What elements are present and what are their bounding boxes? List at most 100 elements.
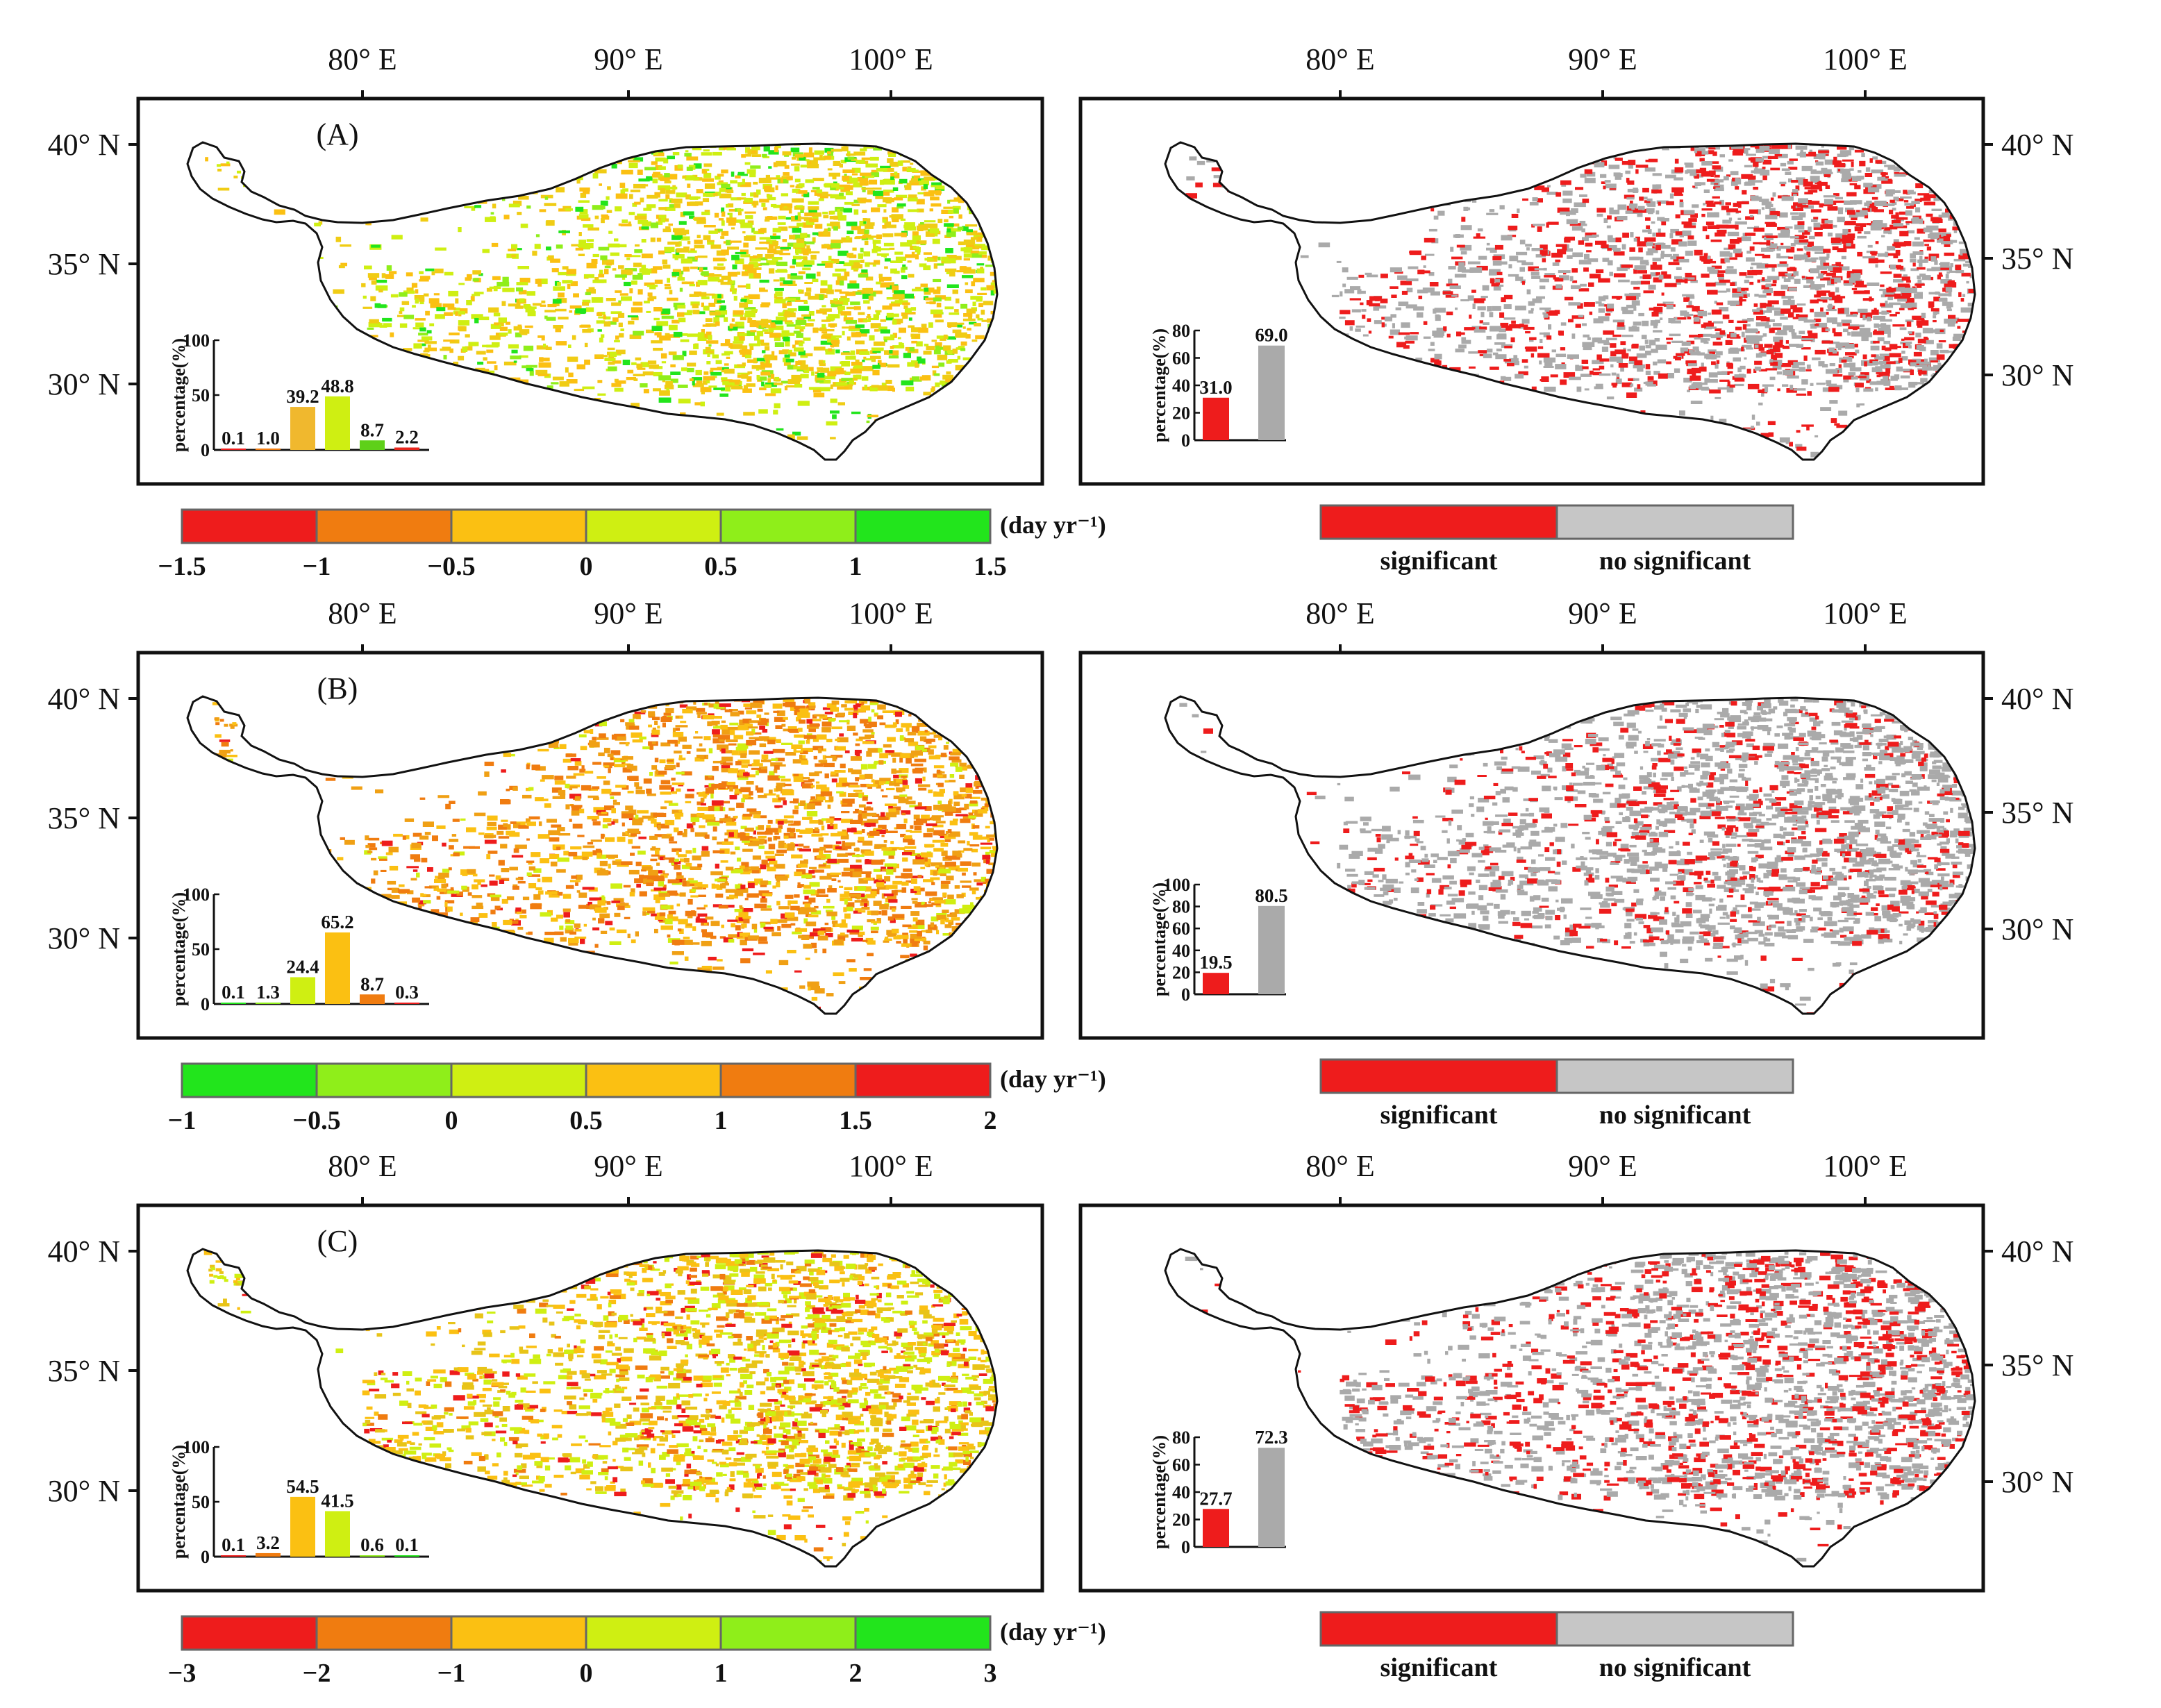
map-pixel bbox=[961, 174, 969, 177]
map-pixel bbox=[1891, 215, 1897, 219]
map-pixel bbox=[1946, 308, 1952, 312]
map-pixel bbox=[686, 167, 693, 171]
map-pixel bbox=[1557, 207, 1570, 213]
map-pixel bbox=[1788, 178, 1792, 183]
map-pixel bbox=[970, 174, 981, 179]
map-pixel bbox=[799, 156, 806, 161]
map-pixel bbox=[1764, 287, 1773, 294]
map-pixel bbox=[356, 210, 361, 213]
map-pixel bbox=[1661, 271, 1667, 277]
map-pixel bbox=[1910, 253, 1916, 259]
map-pixel bbox=[1492, 435, 1504, 439]
map-pixel bbox=[576, 178, 581, 184]
map-pixel bbox=[1760, 169, 1770, 176]
map-pixel bbox=[1482, 285, 1490, 291]
map-pixel bbox=[1910, 258, 1917, 262]
map-pixel bbox=[707, 335, 712, 340]
map-pixel bbox=[883, 209, 887, 213]
map-pixel bbox=[830, 437, 836, 439]
map-pixel bbox=[737, 171, 745, 175]
map-pixel bbox=[520, 329, 528, 335]
map-pixel bbox=[915, 335, 919, 339]
map-pixel bbox=[1869, 158, 1873, 163]
map-pixel bbox=[1592, 360, 1604, 365]
map-pixel bbox=[421, 387, 432, 393]
map-pixel bbox=[1838, 410, 1848, 416]
map-pixel bbox=[937, 219, 943, 224]
map-pixel bbox=[1474, 298, 1486, 301]
map-pixel bbox=[946, 371, 951, 375]
map-pixel bbox=[1880, 294, 1887, 298]
map-pixel bbox=[846, 235, 850, 240]
map-pixel bbox=[904, 312, 916, 315]
map-pixel bbox=[1754, 294, 1759, 297]
map-pixel bbox=[1801, 424, 1814, 427]
map-pixel bbox=[928, 223, 938, 228]
map-pixel bbox=[1855, 376, 1867, 378]
map-pixel bbox=[1430, 291, 1440, 296]
map-pixel bbox=[499, 332, 508, 336]
map-pixel bbox=[903, 353, 911, 358]
map-pixel bbox=[871, 249, 878, 253]
map-pixel bbox=[1477, 228, 1483, 232]
map-pixel bbox=[1893, 239, 1899, 244]
map-pixel bbox=[693, 344, 699, 349]
map-pixel bbox=[1912, 241, 1924, 246]
map-pixel bbox=[1905, 297, 1914, 303]
map-pixel bbox=[401, 358, 411, 360]
map-pixel bbox=[1954, 156, 1960, 159]
map-pixel bbox=[633, 183, 646, 189]
map-pixel bbox=[890, 260, 903, 263]
map-pixel bbox=[1496, 271, 1503, 276]
map-pixel bbox=[1403, 345, 1410, 349]
map-pixel bbox=[391, 371, 399, 374]
map-pixel bbox=[1532, 298, 1542, 303]
map-pixel bbox=[711, 294, 722, 299]
map-pixel bbox=[717, 294, 721, 299]
map-pixel bbox=[1885, 368, 1891, 374]
map-pixel bbox=[689, 177, 699, 181]
map-pixel bbox=[1873, 330, 1885, 335]
map-pixel bbox=[1950, 391, 1956, 396]
map-pixel bbox=[949, 199, 960, 202]
map-pixel bbox=[1739, 294, 1748, 299]
map-pixel bbox=[1894, 374, 1900, 380]
map-pixel bbox=[801, 217, 808, 219]
map-pixel bbox=[1908, 331, 1912, 334]
map-pixel bbox=[1524, 365, 1528, 369]
map-pixel bbox=[833, 258, 840, 264]
map-pixel bbox=[233, 175, 238, 178]
map-pixel bbox=[952, 290, 958, 294]
map-pixel bbox=[653, 152, 665, 157]
map-pixel bbox=[710, 244, 721, 249]
map-pixel bbox=[367, 335, 378, 337]
map-pixel bbox=[797, 401, 810, 406]
map-pixel bbox=[1795, 145, 1808, 150]
map-pixel bbox=[869, 335, 875, 341]
map-pixel bbox=[1446, 333, 1451, 337]
map-pixel bbox=[1690, 401, 1703, 404]
map-pixel bbox=[277, 184, 282, 187]
map-pixel bbox=[981, 287, 987, 291]
map-pixel bbox=[1617, 147, 1630, 151]
map-pixel bbox=[1801, 165, 1813, 171]
map-pixel bbox=[524, 306, 537, 309]
map-pixel bbox=[776, 428, 784, 431]
map-pixel bbox=[828, 348, 833, 352]
map-pixel bbox=[1799, 330, 1805, 335]
map-pixel bbox=[1443, 326, 1447, 332]
map-pixel bbox=[944, 442, 949, 446]
map-pixel bbox=[1787, 160, 1794, 165]
map-pixel bbox=[835, 268, 846, 272]
map-pixel bbox=[774, 403, 781, 409]
map-pixel bbox=[827, 151, 831, 155]
map-pixel bbox=[372, 350, 379, 356]
map-pixel bbox=[712, 354, 719, 359]
map-pixel bbox=[840, 296, 847, 299]
map-pixel bbox=[1819, 188, 1823, 192]
map-pixel bbox=[1557, 421, 1567, 427]
map-pixel bbox=[1763, 303, 1772, 307]
map-pixel bbox=[1760, 317, 1770, 321]
map-pixel bbox=[744, 353, 752, 359]
map-pixel bbox=[932, 256, 938, 259]
